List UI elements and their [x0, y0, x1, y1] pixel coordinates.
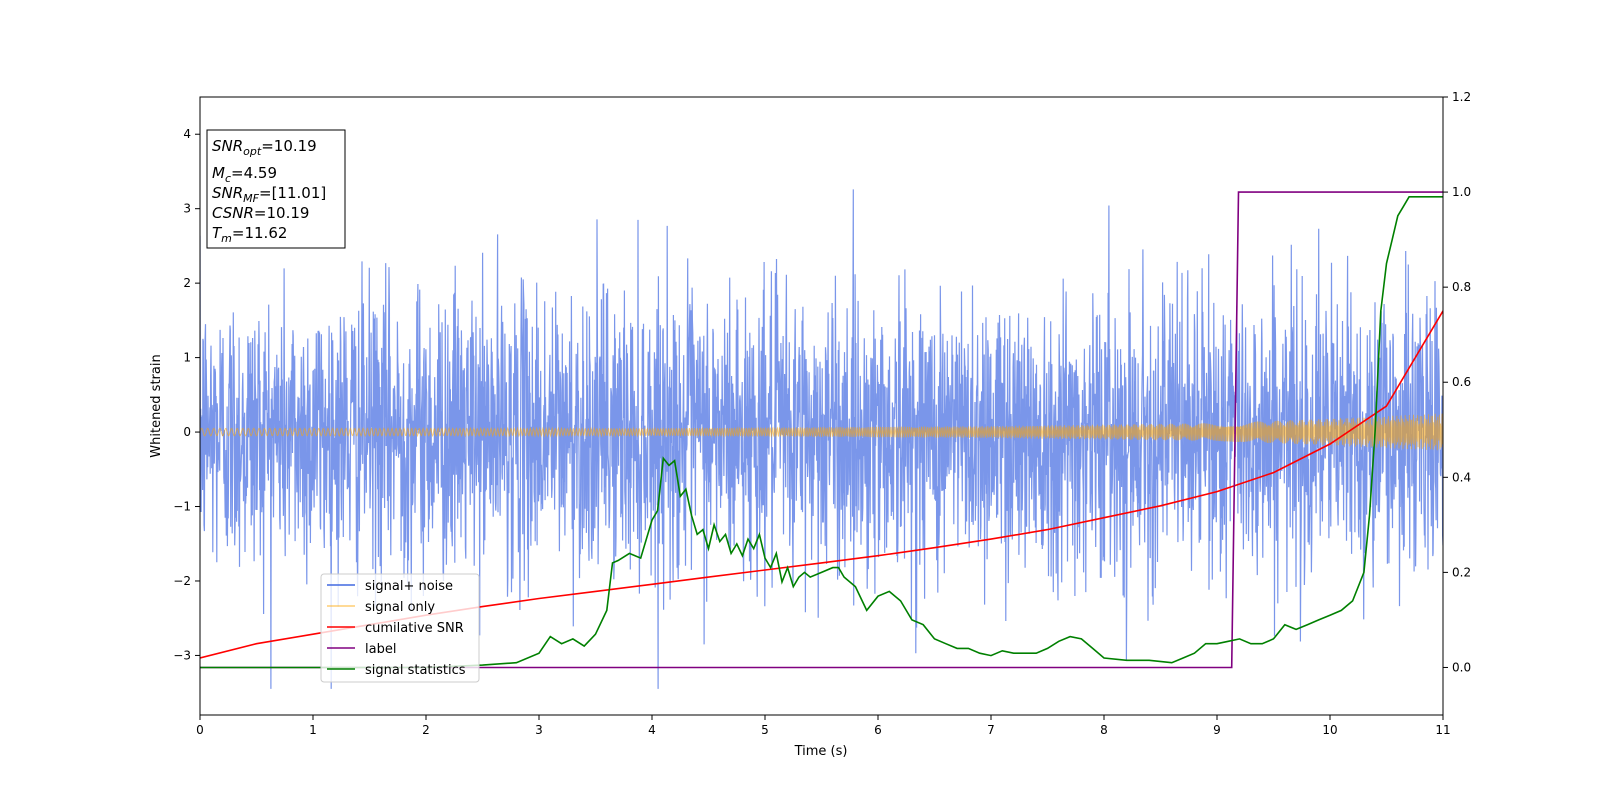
plot-frame — [199, 96, 1444, 716]
legend-label-signal-only: signal only — [365, 600, 435, 615]
right-y-tick-label: 0.2 — [1452, 565, 1471, 579]
left-y-tick-label: −2 — [173, 574, 191, 588]
left-y-tick-label: 2 — [183, 276, 191, 290]
right-y-tick-label: 1.2 — [1452, 90, 1471, 104]
right-y-tick-label: 0.4 — [1452, 470, 1471, 484]
y-axis-label: Whitened strain — [149, 354, 164, 457]
x-tick-label: 10 — [1322, 723, 1337, 737]
annotation-line-csnr: CSNR=10.19 — [212, 204, 309, 222]
right-y-tick-label: 0.6 — [1452, 375, 1471, 389]
x-tick-label: 3 — [535, 723, 543, 737]
annotation-line-snr-opt: SNRopt=10.19 — [212, 137, 317, 158]
x-tick-label: 2 — [422, 723, 430, 737]
annotation-frame — [206, 129, 346, 249]
x-tick-label: 6 — [874, 723, 882, 737]
x-tick-label: 0 — [196, 723, 204, 737]
signal-statistics-series — [200, 196, 1443, 669]
left-y-tick-label: 1 — [183, 351, 191, 365]
legend: signal+ noise signal only cumilative SNR… — [320, 573, 480, 683]
left-y-tick-label: 3 — [183, 202, 191, 216]
right-y-tick-label: 1.0 — [1452, 185, 1471, 199]
x-axis-label: Time (s) — [794, 744, 848, 759]
legend-label-signal-statistics: signal statistics — [365, 663, 466, 678]
left-y-axis-ticks: −3 −2 −1 0 1 2 3 4 — [173, 127, 200, 662]
legend-label-label: label — [365, 642, 396, 657]
annotation-box: SNRopt=10.19 Mc=4.59 SNRMF=[11.01] CSNR=… — [206, 129, 346, 249]
legend-label-cumulative-snr: cumilative SNR — [365, 621, 464, 636]
x-tick-label: 8 — [1100, 723, 1108, 737]
x-tick-label: 1 — [309, 723, 317, 737]
x-tick-label: 7 — [987, 723, 995, 737]
annotation-line-snr-mf: SNRMF=[11.01] — [212, 184, 326, 205]
x-axis-ticks: 0 1 2 3 4 5 6 7 8 9 10 11 — [196, 715, 1451, 737]
left-y-tick-label: −3 — [173, 648, 191, 662]
left-y-tick-label: −1 — [173, 500, 191, 514]
x-tick-label: 11 — [1435, 723, 1450, 737]
right-y-tick-label: 0.0 — [1452, 660, 1471, 674]
right-y-axis-ticks: 0.0 0.2 0.4 0.6 0.8 1.0 1.2 — [1443, 90, 1471, 674]
annotation-line-mc: Mc=4.59 — [212, 164, 277, 185]
right-y-tick-label: 0.8 — [1452, 280, 1471, 294]
x-tick-label: 9 — [1213, 723, 1221, 737]
legend-frame — [320, 573, 480, 683]
x-tick-label: 4 — [648, 723, 656, 737]
left-y-tick-label: 0 — [183, 425, 191, 439]
annotation-line-tm: Tm=11.62 — [212, 224, 287, 245]
legend-label-signal-noise: signal+ noise — [365, 579, 453, 594]
x-tick-label: 5 — [761, 723, 769, 737]
label-series — [200, 191, 1443, 669]
left-y-tick-label: 4 — [183, 127, 191, 141]
